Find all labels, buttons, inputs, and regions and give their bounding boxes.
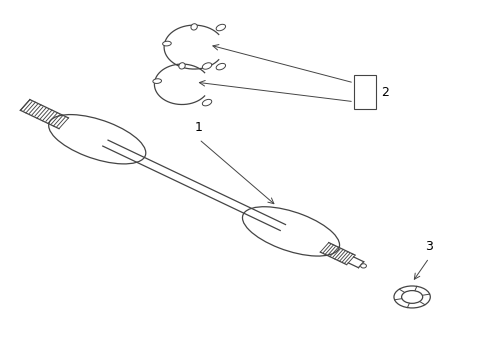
Text: 1: 1 [195, 121, 203, 134]
Bar [354, 76, 376, 109]
Ellipse shape [179, 63, 185, 69]
Ellipse shape [56, 118, 138, 160]
Ellipse shape [70, 125, 125, 153]
Ellipse shape [153, 79, 162, 84]
Text: 3: 3 [425, 240, 433, 253]
Ellipse shape [402, 291, 423, 303]
Ellipse shape [163, 41, 172, 46]
Ellipse shape [263, 217, 319, 246]
Ellipse shape [75, 128, 120, 150]
Ellipse shape [250, 211, 332, 252]
Ellipse shape [80, 131, 114, 148]
Ellipse shape [216, 63, 225, 70]
Ellipse shape [202, 63, 212, 69]
Circle shape [361, 264, 367, 268]
Ellipse shape [191, 24, 197, 30]
Ellipse shape [216, 24, 225, 31]
Ellipse shape [243, 207, 340, 256]
Ellipse shape [202, 99, 212, 106]
Ellipse shape [394, 286, 430, 308]
Ellipse shape [274, 223, 308, 240]
Ellipse shape [269, 220, 313, 243]
Text: 2: 2 [381, 86, 389, 99]
Ellipse shape [49, 114, 146, 164]
Ellipse shape [63, 122, 131, 157]
Ellipse shape [257, 214, 325, 249]
